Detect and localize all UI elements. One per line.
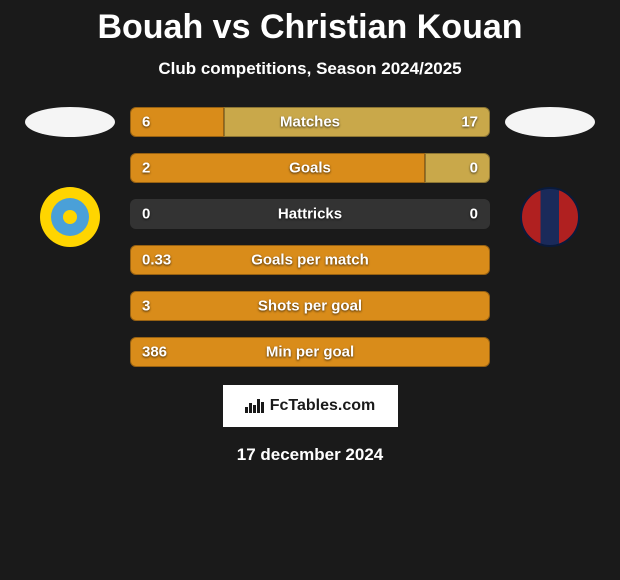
stat-value-right: 0 [470, 160, 478, 177]
stat-bar: 6 17 Matches [130, 107, 490, 137]
club-badge-left-inner [51, 198, 89, 236]
stat-label: Goals [289, 160, 331, 177]
brand-box: FcTables.com [223, 385, 398, 427]
stat-value-left: 3 [142, 298, 150, 315]
subtitle: Club competitions, Season 2024/2025 [158, 59, 461, 79]
stat-bar: 2 0 Goals [130, 153, 490, 183]
stat-label: Min per goal [266, 344, 354, 361]
stat-value-right: 0 [470, 206, 478, 223]
stat-bar: 3 Shots per goal [130, 291, 490, 321]
brand-chart-icon [245, 399, 264, 413]
stat-value-left: 2 [142, 160, 150, 177]
stat-bar-fill-right [425, 153, 490, 183]
stat-value-right: 17 [461, 114, 478, 131]
comparison-infographic: Bouah vs Christian Kouan Club competitio… [0, 0, 620, 465]
club-badge-right [520, 187, 580, 247]
stat-bar-fill-right [224, 107, 490, 137]
stats-column: 6 17 Matches 2 0 Goals 0 0 Hattricks 0.33 Goals pe… [130, 107, 490, 367]
stat-value-left: 6 [142, 114, 150, 131]
club-badge-left [40, 187, 100, 247]
stat-bar: 386 Min per goal [130, 337, 490, 367]
stat-bar: 0 0 Hattricks [130, 199, 490, 229]
stat-value-left: 0 [142, 206, 150, 223]
date-line: 17 december 2024 [237, 445, 384, 465]
brand-text: FcTables.com [270, 397, 376, 415]
stat-bar-fill-left [130, 153, 425, 183]
club-badge-left-center [63, 210, 77, 224]
player-silhouette-left [25, 107, 115, 137]
player-silhouette-right [505, 107, 595, 137]
stat-label: Shots per goal [258, 298, 362, 315]
stat-value-left: 0.33 [142, 252, 171, 269]
left-player-column [10, 107, 130, 247]
stat-label: Goals per match [251, 252, 369, 269]
stat-label: Matches [280, 114, 340, 131]
stat-value-left: 386 [142, 344, 167, 361]
stat-label: Hattricks [278, 206, 342, 223]
right-player-column [490, 107, 610, 247]
page-title: Bouah vs Christian Kouan [97, 8, 522, 47]
stat-bar: 0.33 Goals per match [130, 245, 490, 275]
main-row: 6 17 Matches 2 0 Goals 0 0 Hattricks 0.33 Goals pe… [0, 107, 620, 367]
